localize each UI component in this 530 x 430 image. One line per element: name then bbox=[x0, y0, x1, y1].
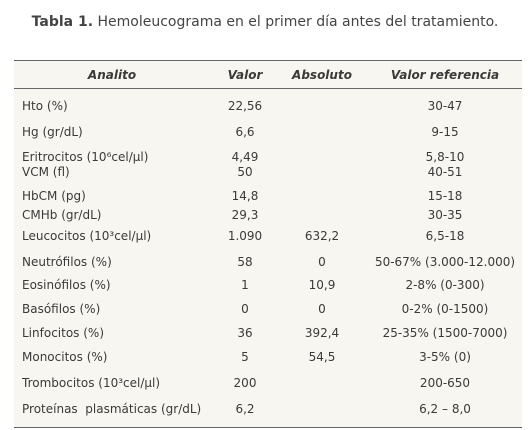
analyte-cell: Trombocitos (10³cel/µl) bbox=[22, 376, 161, 390]
analyte-cell: Monocitos (%) bbox=[22, 350, 108, 364]
table-caption: Tabla 1. Hemoleucograma en el primer día… bbox=[0, 14, 530, 30]
value-cell: 6,6 bbox=[235, 125, 255, 139]
analyte-cell: VCM (fl) bbox=[22, 165, 70, 179]
value-cell: 0 bbox=[318, 255, 326, 269]
value-cell: 58 bbox=[237, 255, 253, 269]
value-cell: 6,5-18 bbox=[425, 229, 465, 243]
header-cell: Analito bbox=[87, 68, 137, 82]
value-cell: 0-2% (0-1500) bbox=[401, 302, 489, 316]
value-cell: 6,2 – 8,0 bbox=[419, 402, 471, 416]
analyte-cell: CMHb (gr/dL) bbox=[22, 208, 102, 222]
value-cell: 50 bbox=[237, 165, 253, 179]
analyte-cell: Basófilos (%) bbox=[22, 302, 101, 316]
analyte-cell: Eritrocitos (10⁶cel/µl) bbox=[22, 150, 149, 164]
header-rule bbox=[14, 88, 522, 89]
value-cell: 30-35 bbox=[427, 208, 463, 222]
value-cell: 1.090 bbox=[227, 229, 263, 243]
value-cell: 3-5% (0) bbox=[419, 350, 471, 364]
value-cell: 14,8 bbox=[231, 189, 259, 203]
value-cell: 29,3 bbox=[231, 208, 259, 222]
value-cell: 15-18 bbox=[427, 189, 463, 203]
value-cell: 200-650 bbox=[419, 376, 471, 390]
value-cell: 5,8-10 bbox=[425, 150, 465, 164]
value-cell: 2-8% (0-300) bbox=[405, 278, 485, 292]
value-cell: 30-47 bbox=[427, 99, 463, 113]
analyte-cell: Proteínas plasmáticas (gr/dL) bbox=[22, 402, 202, 416]
value-cell: 0 bbox=[318, 302, 326, 316]
caption-text: Hemoleucograma en el primer día antes de… bbox=[97, 14, 499, 30]
analyte-cell: Neutrófilos (%) bbox=[22, 255, 112, 269]
value-cell: 22,56 bbox=[227, 99, 263, 113]
analyte-cell: Linfocitos (%) bbox=[22, 326, 105, 340]
value-cell: 50-67% (3.000-12.000) bbox=[374, 255, 516, 269]
value-cell: 1 bbox=[241, 278, 249, 292]
value-cell: 54,5 bbox=[308, 350, 336, 364]
header-cell: Valor referencia bbox=[390, 68, 500, 82]
value-cell: 632,2 bbox=[304, 229, 340, 243]
value-cell: 4,49 bbox=[231, 150, 259, 164]
value-cell: 6,2 bbox=[235, 402, 255, 416]
value-cell: 10,9 bbox=[308, 278, 336, 292]
analyte-cell: Leucocitos (10³cel/µl) bbox=[22, 229, 152, 243]
value-cell: 40-51 bbox=[427, 165, 463, 179]
header-cell: Valor bbox=[227, 68, 263, 82]
analyte-cell: Eosinófilos (%) bbox=[22, 278, 111, 292]
caption-label: Tabla 1. bbox=[31, 14, 94, 30]
analyte-cell: Hto (%) bbox=[22, 99, 68, 113]
analyte-cell: Hg (gr/dL) bbox=[22, 125, 83, 139]
value-cell: 9-15 bbox=[431, 125, 459, 139]
header-cell: Absoluto bbox=[292, 68, 352, 82]
value-cell: 392,4 bbox=[304, 326, 340, 340]
value-cell: 5 bbox=[241, 350, 249, 364]
table bbox=[14, 60, 522, 428]
analyte-cell: HbCM (pg) bbox=[22, 189, 86, 203]
value-cell: 0 bbox=[241, 302, 249, 316]
value-cell: 25-35% (1500-7000) bbox=[382, 326, 508, 340]
value-cell: 36 bbox=[237, 326, 253, 340]
value-cell: 200 bbox=[233, 376, 257, 390]
